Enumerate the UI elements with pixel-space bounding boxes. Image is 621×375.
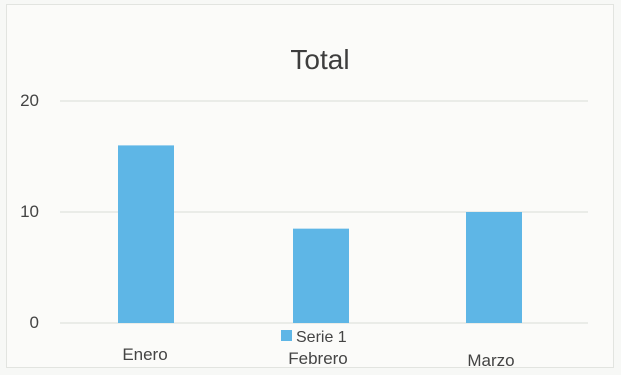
legend-swatch (281, 330, 292, 341)
y-tick-label: 10 (20, 202, 39, 221)
bar (466, 212, 522, 323)
x-category-label: Marzo (467, 351, 514, 370)
x-axis-labels: Enero Febrero Marzo (122, 345, 514, 370)
y-tick-label: 0 (30, 313, 39, 332)
x-category-label: Enero (122, 345, 167, 364)
bar (293, 228, 349, 323)
bar-series (118, 145, 522, 323)
y-tick-label: 20 (20, 91, 39, 110)
x-category-label: Febrero (288, 349, 348, 368)
chart-title: Total (290, 44, 349, 75)
legend-label: Serie 1 (296, 329, 347, 346)
legend: Serie 1 (281, 329, 347, 346)
bar (118, 145, 174, 323)
y-axis-ticks: 20 10 0 (20, 91, 39, 332)
